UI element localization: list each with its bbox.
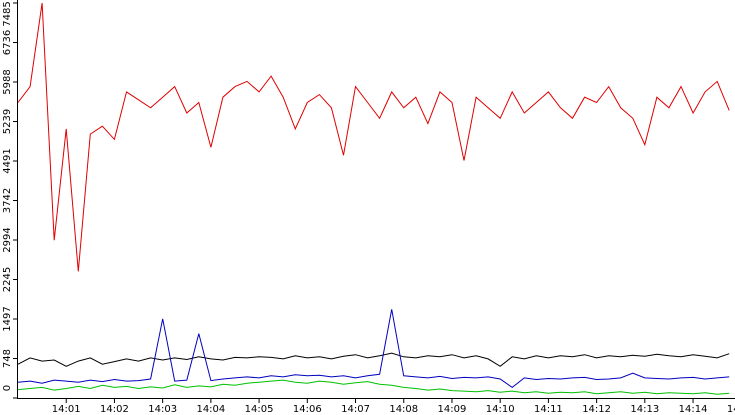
x-tick-label: 14:15 — [727, 404, 735, 415]
series-line — [17, 309, 730, 389]
y-tick-label: 0 — [2, 385, 13, 391]
y-tick-label: 3742 — [2, 188, 13, 213]
y-tick-label: 2245 — [2, 267, 13, 292]
y-tick-label: 748 — [2, 349, 13, 368]
x-tick-label: 14:09 — [438, 404, 467, 415]
series-line — [17, 352, 730, 367]
x-tick-label: 14:04 — [196, 404, 225, 415]
x-tick-label: 14:08 — [389, 404, 418, 415]
series-line — [17, 2, 730, 272]
y-tick-label: 5988 — [2, 69, 13, 94]
y-tick-label: 7485 — [2, 1, 13, 26]
x-tick-label: 14:10 — [486, 404, 515, 415]
x-tick-label: 14:03 — [148, 404, 177, 415]
x-tick-label: 14:11 — [534, 404, 563, 415]
x-tick-label: 14:13 — [630, 404, 659, 415]
y-tick-label: 6736 — [2, 30, 13, 55]
series-line — [17, 379, 730, 395]
x-tick-label: 14:05 — [245, 404, 274, 415]
x-tick-label: 14:01 — [52, 404, 81, 415]
x-tick-label: 14:06 — [293, 404, 322, 415]
x-tick-label: 14:02 — [100, 404, 129, 415]
y-tick-label: 1497 — [2, 306, 13, 331]
y-tick-label: 4491 — [2, 148, 13, 173]
y-tick-label: 2994 — [2, 227, 13, 252]
x-tick-label: 14:14 — [679, 404, 708, 415]
x-tick-label: 14:12 — [582, 404, 611, 415]
y-tick-label: 5239 — [2, 109, 13, 134]
x-tick-label: 14:07 — [341, 404, 370, 415]
